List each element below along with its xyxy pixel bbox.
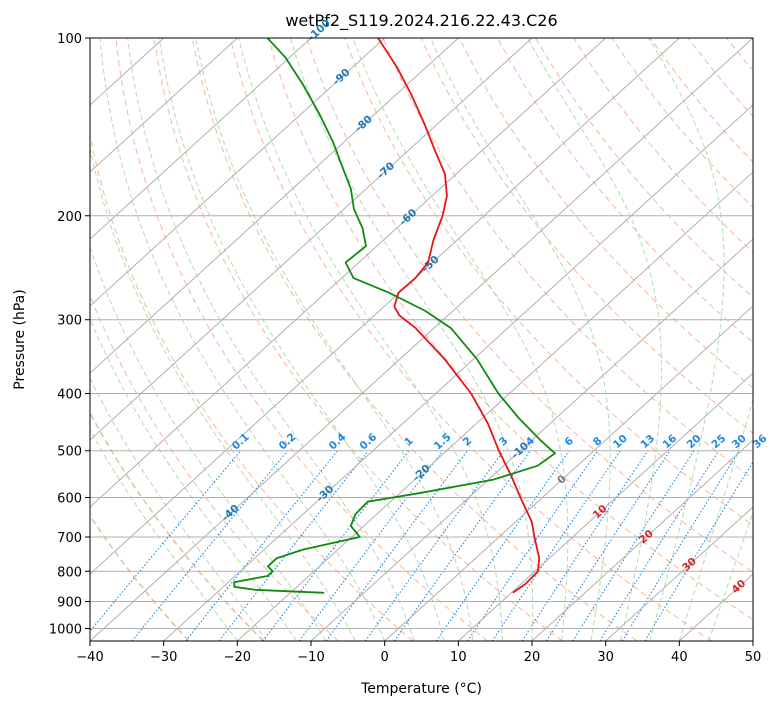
dry-adiabat [306, 38, 753, 573]
mixing-ratio-line [435, 450, 570, 641]
temperature-profile [377, 38, 541, 594]
mixing-ratio-line [521, 450, 649, 641]
isotherm-line [90, 38, 533, 441]
isotherm-line [90, 38, 459, 374]
mixing-ratio-line [364, 450, 505, 641]
dry-adiabat [191, 38, 638, 641]
x-tick-label: 10 [450, 650, 467, 665]
moist-adiabat [90, 245, 327, 641]
dewpoint-profile [233, 38, 556, 594]
y-tick-label: 400 [57, 388, 82, 403]
y-tick-label: 700 [57, 531, 82, 546]
x-axis-label: Temperature (°C) [360, 681, 482, 697]
moist-adiabat [90, 429, 238, 641]
isotherm-line [90, 38, 312, 240]
mixing-ratio-line [298, 450, 444, 641]
mixing-ratio-line [185, 450, 339, 641]
moist-adiabat [429, 38, 611, 641]
dry-adiabat [153, 38, 563, 641]
x-tick-label: −30 [150, 650, 177, 665]
grid-lines [90, 38, 753, 641]
x-tick-label: −10 [297, 650, 324, 665]
y-tick-label: 500 [57, 445, 82, 460]
y-axis: 100 200 300 400 500 600 700 800 900 1000 [49, 32, 90, 637]
moist-adiabat [526, 38, 662, 641]
isotherm-line [90, 38, 607, 508]
plot-frame [89, 37, 754, 642]
y-tick-label: 300 [57, 314, 82, 329]
x-tick-label: −20 [224, 650, 251, 665]
x-tick-label: 20 [524, 650, 541, 665]
profiles [233, 38, 556, 594]
x-tick-label: 0 [381, 650, 389, 665]
dry-adiabat [90, 514, 190, 641]
moist-adiabat [678, 398, 753, 641]
isotherm-line [605, 506, 753, 641]
moist-adiabat [352, 38, 569, 641]
moist-adiabat [127, 38, 415, 641]
dry-adiabat [90, 411, 265, 641]
y-tick-label: 1000 [49, 622, 82, 637]
y-axis-label: Pressure (hPa) [12, 289, 28, 389]
moist-adiabat [90, 377, 268, 641]
mixing-ratio-line [572, 450, 695, 641]
isotherm-line [310, 238, 753, 641]
mixing-ratio-line [599, 450, 720, 641]
x-tick-label: 50 [745, 650, 762, 665]
mixing-ratio-line [262, 450, 410, 641]
x-tick-label: 30 [597, 650, 614, 665]
dry-adiabat [115, 38, 488, 641]
isotherm-line [457, 372, 753, 641]
mixing-ratio-line [467, 450, 599, 641]
dry-adiabat [268, 38, 753, 621]
mixing-ratio-line [545, 450, 671, 641]
dry-adiabat [765, 38, 775, 641]
y-tick-label: 100 [57, 32, 82, 47]
isotherm-line [90, 38, 238, 173]
moist-adiabat [195, 38, 474, 641]
y-tick-label: 600 [57, 491, 82, 506]
moist-adiabat [158, 38, 445, 641]
y-tick-label: 900 [57, 595, 82, 610]
mixing-ratio-line [218, 450, 369, 641]
dry-adiabat [535, 38, 753, 298]
x-tick-label: −40 [76, 650, 103, 665]
y-tick-label: 800 [57, 565, 82, 580]
isotherm-line [90, 38, 680, 575]
isotherm-line [90, 38, 386, 307]
moist-adiabat [90, 317, 297, 641]
moist-adiabat [90, 145, 356, 641]
y-tick-label: 200 [57, 210, 82, 225]
x-tick-label: 40 [671, 650, 688, 665]
isotherm-line [384, 305, 753, 641]
isotherm-line [531, 439, 753, 641]
isotherm-line [752, 640, 753, 641]
x-axis: −40 −30 −20 −10 0 10 20 30 40 50 [76, 641, 761, 665]
mixing-ratio-line [325, 450, 468, 641]
isotherm-line [90, 38, 753, 641]
isotherm-line [163, 104, 753, 641]
background-lines [90, 38, 775, 641]
chart-title: wetPf2_S119.2024.216.22.43.C26 [285, 11, 557, 31]
moist-adiabat [289, 38, 534, 641]
dry-adiabat [90, 132, 414, 641]
mixing-ratio-line [491, 450, 621, 641]
mixing-ratio-line [621, 450, 740, 641]
moist-adiabat [648, 38, 725, 641]
moist-adiabat [238, 38, 503, 641]
dry-adiabat [344, 38, 753, 526]
